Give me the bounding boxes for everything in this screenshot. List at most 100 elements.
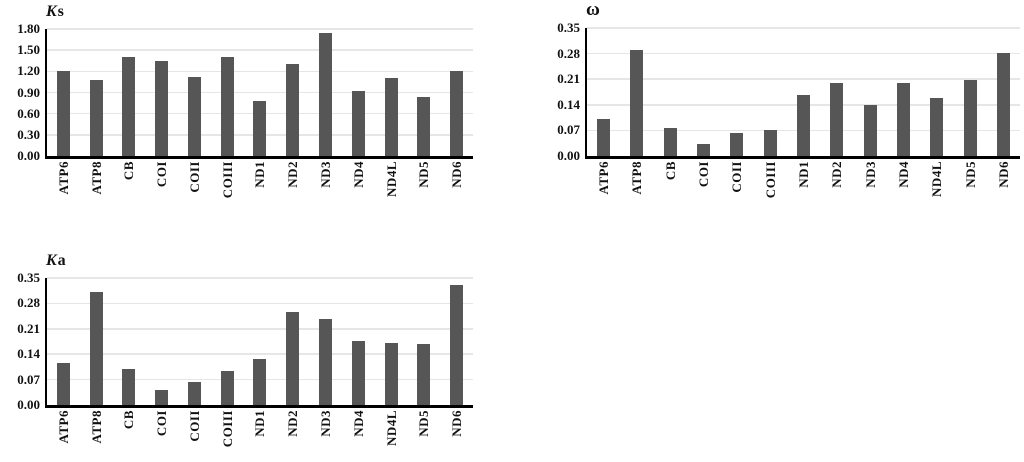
omega-bar-slot-ATP8 [620,28,653,156]
chart-omega: ω 0.35 0.28 0.21 0.14 0.07 0.00 ATP6 ATP8 CB COI CO… [512,0,1024,231]
ks-gridline-1.80 [47,28,473,30]
ka-x-tick-label-ATP8: ATP8 [88,410,104,444]
ks-x-tick-label-COIII: COIII [219,161,235,199]
ks-x-label-slot: COIII [211,161,244,198]
ks-x-axis-labels: ATP6 ATP8 CB COI COII COIII ND1 ND2 ND3 ND4 ND4L ND… [47,161,473,198]
ks-x-tick-label-ATP8: ATP8 [88,161,104,195]
ks-bar-ND2 [286,63,300,156]
omega-bar-slot-ND2 [820,28,853,156]
omega-x-label-slot: ND6 [987,161,1020,198]
ks-x-label-slot: ND4 [342,161,375,198]
omega-x-tick-label-ATP8: ATP8 [629,161,645,195]
omega-bar-slot-ATP6 [587,28,620,156]
omega-gridline-0.28 [587,52,1020,55]
ka-bar-ND4 [351,340,365,405]
ka-x-tick-label-ND5: ND5 [416,410,432,437]
ka-x-tick-label-ATP6: ATP6 [55,410,71,444]
omega-bar-COIII [763,130,777,156]
ka-y-tick-label: 0.35 [17,270,40,286]
ka-bar-COI [155,389,169,405]
omega-x-label-slot: ATP8 [620,161,653,198]
ks-gridline-0.90 [47,91,473,94]
ks-bar-COI [155,61,169,156]
ks-bar-COIII [220,56,234,156]
ka-bar-ND5 [417,344,431,405]
ka-x-label-slot: COI [145,410,178,447]
omega-plot-area: 0.35 0.28 0.21 0.14 0.07 0.00 ATP6 ATP8 CB COI COI… [557,21,1020,198]
ks-bar-slot-COI [145,29,178,156]
ka-bar-slot-ND2 [276,278,309,405]
ka-bars [47,278,473,405]
ka-x-axis-labels: ATP6 ATP8 CB COI COII COIII ND1 ND2 ND3 ND4 ND4L ND… [47,410,473,447]
ks-x-tick-label-ND3: ND3 [318,161,333,188]
ka-bar-slot-COI [145,278,178,405]
omega-bar-ND3 [863,105,877,156]
ka-plot-area: 0.35 0.28 0.21 0.14 0.07 0.00 ATP6 ATP8 CB COI COI… [17,271,473,447]
ks-bar-ND5 [417,97,431,156]
ka-y-tick-label: 0.21 [17,321,40,337]
ks-bar-ND6 [450,70,464,156]
omega-x-label-slot: ND4 [887,161,920,198]
ka-x-label-slot: ND1 [244,410,277,447]
omega-y-tick-label: 0.00 [557,148,580,164]
ks-bar-slot-ND5 [407,29,440,156]
ks-bar-slot-ND4 [342,29,375,156]
omega-bar-ND2 [830,82,844,156]
omega-y-tick-label: 0.07 [557,122,580,138]
omega-x-label-slot: ND1 [787,161,820,198]
ks-bar-slot-CB [113,29,146,156]
omega-y-tick-label: 0.21 [557,71,580,87]
ks-x-label-slot: ND6 [440,161,473,198]
ks-x-tick-label-ND2: ND2 [285,161,301,188]
ka-x-tick-label-COIII: COIII [219,410,235,448]
chart-ks: Ks 1.80 1.50 1.20 0.90 0.60 0.30 0.00 ATP6 ATP8 CB… [0,0,480,231]
ks-x-label-slot: COI [145,161,178,198]
ks-y-tick-label: 0.00 [17,148,40,164]
omega-bar-ATP6 [597,119,611,156]
ks-y-tick-label: 0.60 [17,105,40,121]
ks-x-tick-label-CB: CB [121,161,137,181]
omega-x-label-slot: COI [687,161,720,198]
omega-bar-COI [697,144,711,156]
ks-x-label-slot: COII [178,161,211,198]
omega-bar-slot-ND5 [953,28,986,156]
omega-x-label-slot: COIII [754,161,787,198]
ka-x-label-slot: ND2 [276,410,309,447]
omega-x-tick-label-COII: COII [729,161,745,193]
ks-x-tick-label-ND1: ND1 [252,161,268,188]
ka-y-tick-label: 0.07 [17,371,40,387]
omega-bar-slot-COII [720,28,753,156]
ks-y-tick-label: 0.30 [17,127,40,143]
omega-bar-slot-COI [687,28,720,156]
omega-x-tick-label-ATP6: ATP6 [596,161,612,195]
ka-bar-COII [187,382,201,405]
ka-x-tick-label-COI: COI [154,410,170,437]
omega-bar-ND5 [963,79,977,156]
ka-gridline-0.28 [47,302,473,305]
ks-bar-slot-ND2 [276,29,309,156]
ka-x-label-slot: COIII [211,410,244,447]
ka-x-tick-label-ND3: ND3 [318,410,333,437]
omega-x-label-slot: ND3 [854,161,887,198]
ks-bar-ND4L [384,78,398,156]
ka-x-label-slot: ND4 [342,410,375,447]
omega-bar-ND4 [896,82,910,156]
ka-bar-ND4L [384,343,398,405]
omega-bar-slot-ND6 [987,28,1020,156]
ks-bar-ATP6 [56,71,70,156]
ks-bar-slot-ND4L [375,29,408,156]
ka-bar-slot-CB [113,278,146,405]
ka-x-label-slot: ND4L [375,410,408,447]
ks-bar-ND4 [351,91,365,156]
ks-title: Ks [46,3,64,20]
ks-x-tick-label-COII: COII [186,161,202,193]
ka-bar-slot-ND5 [407,278,440,405]
ka-x-label-slot: ND3 [309,410,342,447]
omega-y-axis-labels: 0.35 0.28 0.21 0.14 0.07 0.00 [545,21,587,162]
ks-plot-area: 1.80 1.50 1.20 0.90 0.60 0.30 0.00 ATP6 ATP8 CB CO… [17,22,473,198]
omega-bar-slot-ND1 [787,28,820,156]
omega-x-tick-label-COI: COI [696,161,712,188]
omega-bar-ND1 [797,94,811,156]
ks-x-label-slot: ND5 [407,161,440,198]
